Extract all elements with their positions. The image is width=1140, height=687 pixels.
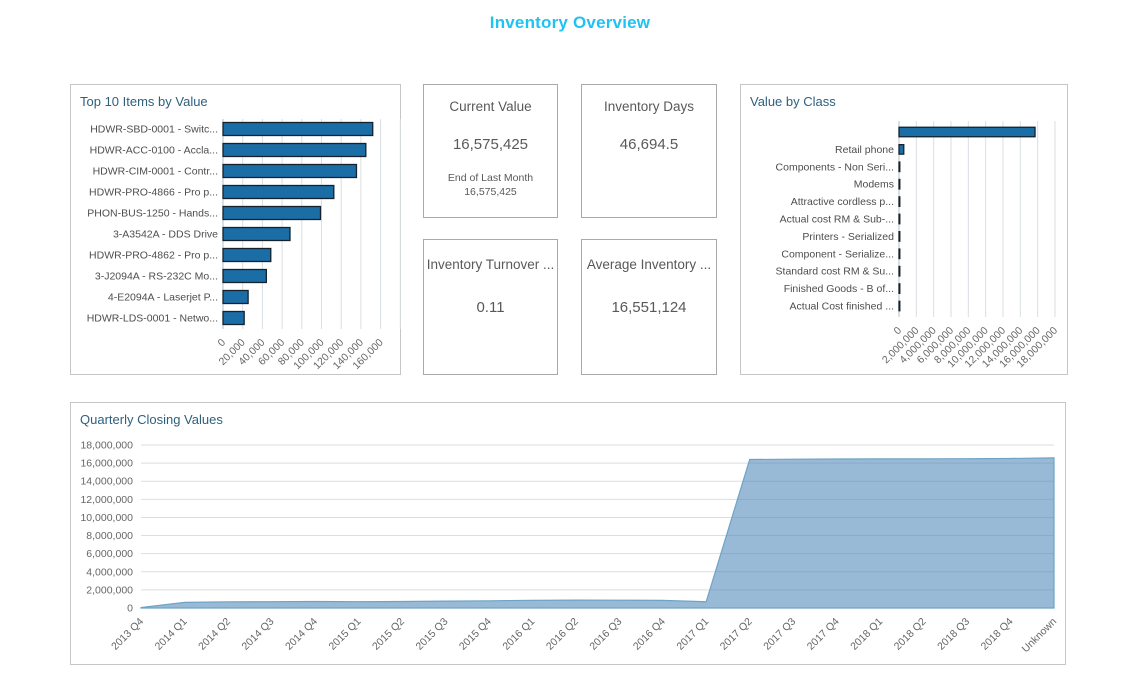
kpi-title: Inventory Days	[603, 99, 695, 114]
kpi-value: 16,575,425	[452, 136, 529, 153]
x-tick-label: Unknown	[1020, 616, 1060, 656]
x-tick-label: 2015 Q1	[327, 616, 364, 653]
category-label: HDWR-CIM-0001 - Contr...	[93, 166, 218, 178]
bar[interactable]	[222, 142, 367, 158]
category-label: HDWR-PRO-4862 - Pro p...	[89, 250, 218, 262]
category-label: Components - Non Seri...	[776, 161, 894, 173]
y-tick-label: 18,000,000	[80, 440, 133, 452]
bar[interactable]	[222, 184, 335, 200]
bar[interactable]	[898, 196, 901, 207]
category-label: Retail phone	[835, 144, 894, 156]
y-tick-label: 8,000,000	[86, 530, 133, 542]
category-label: 3-J2094A - RS-232C Mo...	[95, 271, 218, 283]
bar[interactable]	[898, 300, 901, 312]
y-tick-label: 16,000,000	[80, 458, 133, 470]
x-tick-label: 2015 Q2	[370, 616, 407, 653]
x-tick-label: 2017 Q2	[718, 616, 755, 653]
y-tick-label: 10,000,000	[80, 512, 133, 524]
x-tick-label: 2018 Q3	[935, 616, 972, 653]
y-tick-label: 4,000,000	[86, 566, 133, 578]
quarterly-closing-values-area-chart[interactable]: 0 2,000,000 4,000,000 6,000,000 8,000,000 10,…	[71, 403, 1065, 664]
top10-items-bar-chart[interactable]: 020,00040,00060,00080,000100,000120,0001…	[71, 85, 402, 376]
bar[interactable]	[898, 265, 901, 277]
kpi-title: Average Inventory ...	[586, 257, 712, 272]
kpi-title: Current Value	[449, 99, 532, 114]
bar[interactable]	[222, 121, 374, 137]
value-by-class-bar-chart[interactable]: 02,000,0004,000,0006,000,0008,000,00010,…	[741, 85, 1069, 376]
category-label: Finished Goods - B of...	[784, 283, 894, 295]
x-tick-label: 2014 Q2	[196, 616, 233, 653]
y-tick-label: 2,000,000	[86, 584, 133, 596]
x-tick-label: 2017 Q4	[805, 616, 842, 653]
category-label: Modems	[854, 179, 894, 191]
x-tick-label: 2015 Q3	[413, 616, 450, 653]
panel-value-by-class: Value by Class 0 2,000,000 4,000,000 6,000,…	[740, 84, 1068, 375]
kpi-card-inventory-days[interactable]: Inventory Days 46,694.5	[581, 84, 717, 218]
area-series[interactable]	[140, 457, 1055, 609]
bar[interactable]	[898, 213, 901, 225]
category-label: Standard cost RM & Su...	[776, 266, 894, 278]
category-label: 3-A3542A - DDS Drive	[113, 229, 218, 241]
x-tick-label: 2014 Q4	[283, 616, 320, 653]
kpi-sub-value: 16,575,425	[464, 186, 517, 198]
kpi-card-average-inventory[interactable]: Average Inventory ... 16,551,124	[581, 239, 717, 375]
x-tick-label: 2018 Q4	[979, 616, 1016, 653]
y-tick-label: 6,000,000	[86, 548, 133, 560]
y-tick-label: 0	[127, 603, 133, 615]
quarterly-closing-values-chart-title: Quarterly Closing Values	[80, 412, 223, 427]
kpi-card-inventory-turnover[interactable]: Inventory Turnover ... 0.11	[423, 239, 558, 375]
y-tick-label: 12,000,000	[80, 494, 133, 506]
category-label: HDWR-ACC-0100 - Accla...	[90, 145, 218, 157]
bar[interactable]	[222, 247, 272, 263]
bar[interactable]	[898, 161, 901, 173]
category-label: HDWR-SBD-0001 - Switc...	[90, 124, 218, 136]
x-tick-label: 2016 Q2	[544, 616, 581, 653]
kpi-sub-label: End of Last Month	[447, 172, 534, 184]
category-label: PHON-BUS-1250 - Hands...	[87, 208, 218, 220]
category-label: 4-E2094A - Laserjet P...	[108, 292, 218, 304]
bar[interactable]	[222, 163, 358, 179]
bar[interactable]	[222, 205, 322, 221]
x-tick-label: 2017 Q1	[674, 616, 711, 653]
kpi-card-current-value[interactable]: Current Value 16,575,425 End of Last Mon…	[423, 84, 558, 218]
category-label: HDWR-PRO-4866 - Pro p...	[89, 187, 218, 199]
x-tick-label: 2017 Q3	[761, 616, 798, 653]
x-tick-label: 2014 Q3	[240, 616, 277, 653]
panel-top10-items: Top 10 Items by Value 0 20,000 40,000 60,00…	[70, 84, 401, 375]
bar[interactable]	[898, 144, 905, 155]
category-label: Component - Serialize...	[781, 248, 894, 260]
category-label: Attractive cordless p...	[791, 196, 894, 208]
x-tick-label: 2015 Q4	[457, 616, 494, 653]
bar[interactable]	[222, 310, 245, 326]
x-tick-label: 2016 Q1	[500, 616, 537, 653]
bar[interactable]	[222, 226, 291, 242]
category-label: Actual Cost finished ...	[790, 301, 894, 313]
bar[interactable]	[222, 268, 267, 284]
bar[interactable]	[898, 126, 1036, 138]
x-tick-label: 2016 Q3	[587, 616, 624, 653]
value-by-class-chart-title: Value by Class	[750, 94, 836, 109]
bar[interactable]	[898, 283, 901, 295]
panel-quarterly-closing-values: Quarterly Closing Values 0 2,000,000 4,000…	[70, 402, 1066, 665]
x-tick-label: 2018 Q2	[892, 616, 929, 653]
top10-items-chart-title: Top 10 Items by Value	[80, 94, 208, 109]
x-tick-label: 2016 Q4	[631, 616, 668, 653]
kpi-title: Inventory Turnover ...	[426, 257, 555, 272]
page-title: Inventory Overview	[489, 13, 651, 32]
bar[interactable]	[898, 178, 901, 190]
category-label: HDWR-LDS-0001 - Netwo...	[87, 313, 218, 325]
y-tick-label: 14,000,000	[80, 476, 133, 488]
x-tick-label: 2014 Q1	[153, 616, 190, 653]
x-tick-label: 2018 Q1	[848, 616, 885, 653]
kpi-value: 46,694.5	[619, 136, 679, 153]
category-label: Printers - Serialized	[802, 231, 894, 243]
bar[interactable]	[898, 230, 901, 242]
x-tick-label: 2013 Q4	[109, 616, 146, 653]
bar[interactable]	[222, 289, 249, 305]
category-label: Actual cost RM & Sub-...	[780, 214, 894, 226]
x-tick-label: 0	[216, 337, 229, 350]
kpi-value: 16,551,124	[611, 299, 687, 316]
kpi-value: 0.11	[476, 299, 505, 316]
bar[interactable]	[898, 248, 901, 260]
